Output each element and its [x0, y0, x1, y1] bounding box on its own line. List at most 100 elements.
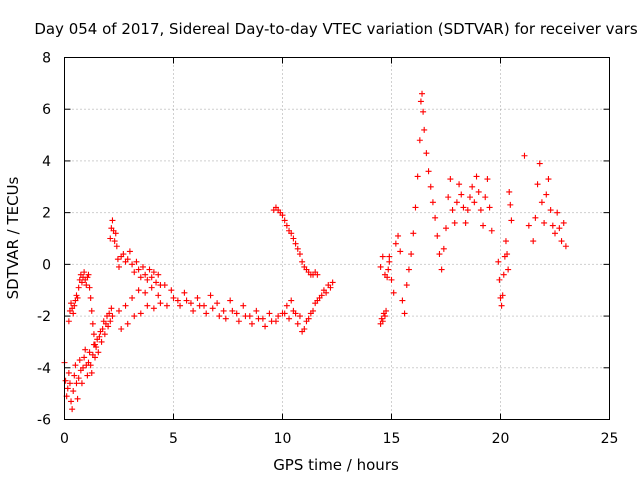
- data-point: [227, 297, 234, 304]
- data-point: [460, 204, 467, 211]
- data-point: [545, 176, 552, 183]
- data-point: [207, 292, 214, 299]
- data-point: [294, 245, 301, 252]
- data-point: [88, 307, 95, 314]
- data-point: [233, 310, 240, 317]
- data-point: [137, 274, 144, 281]
- data-point: [131, 269, 138, 276]
- data-point: [126, 248, 133, 255]
- data-point: [436, 251, 443, 258]
- x-tick-labels: 0 5 10 15 20 25: [60, 431, 618, 447]
- data-point: [504, 251, 511, 258]
- data-point: [283, 302, 290, 309]
- x-tick-label: 20: [492, 431, 510, 447]
- data-point: [378, 315, 385, 322]
- data-point: [500, 271, 507, 278]
- data-point: [279, 212, 286, 219]
- x-tick-label: 0: [60, 431, 69, 447]
- data-point: [458, 191, 465, 198]
- x-axis-label: GPS time / hours: [273, 456, 399, 474]
- data-point: [268, 318, 275, 325]
- x-tick-label: 25: [601, 431, 619, 447]
- data-point: [502, 238, 509, 245]
- data-point: [301, 326, 308, 332]
- data-point: [96, 333, 103, 340]
- series-band-10-12h: [281, 279, 336, 335]
- data-point: [83, 282, 90, 289]
- data-point: [480, 222, 487, 229]
- data-point: [81, 354, 88, 361]
- data-point: [242, 313, 249, 320]
- data-point: [209, 305, 216, 312]
- data-point: [421, 126, 428, 133]
- data-point: [383, 307, 390, 314]
- data-point: [150, 305, 157, 312]
- data-point: [530, 238, 537, 245]
- data-point: [118, 326, 125, 332]
- data-point: [456, 181, 463, 188]
- data-point: [547, 207, 554, 214]
- data-point: [255, 315, 262, 322]
- data-point: [438, 266, 445, 273]
- data-point: [78, 279, 85, 286]
- data-point: [85, 271, 92, 278]
- data-point: [131, 313, 138, 320]
- data-point: [443, 225, 449, 232]
- data-point: [399, 297, 406, 304]
- data-point: [397, 248, 404, 255]
- data-point: [475, 188, 482, 195]
- data-point: [69, 406, 76, 413]
- data-point: [495, 258, 502, 265]
- data-point: [541, 219, 548, 226]
- grid-lines: [64, 57, 610, 420]
- data-point: [262, 323, 269, 330]
- data-point: [144, 302, 151, 309]
- data-point: [181, 289, 188, 296]
- data-point: [62, 377, 69, 384]
- data-point: [414, 173, 421, 180]
- data-point: [92, 354, 99, 361]
- data-point: [78, 380, 85, 387]
- data-point: [521, 152, 528, 159]
- data-point: [388, 276, 395, 283]
- data-point: [196, 302, 203, 309]
- data-point: [87, 362, 94, 369]
- data-point: [484, 176, 491, 183]
- data-point: [107, 318, 114, 325]
- data-point: [65, 318, 72, 325]
- data-point: [390, 289, 397, 296]
- data-point: [419, 90, 426, 97]
- data-point: [99, 326, 106, 332]
- data-point: [543, 191, 550, 198]
- data-point: [410, 230, 417, 237]
- data-point: [86, 349, 93, 356]
- data-point: [89, 320, 96, 327]
- data-point: [281, 217, 288, 224]
- series-band-3-9h: [116, 282, 286, 332]
- data-point: [87, 294, 94, 301]
- data-point: [92, 341, 99, 348]
- y-tick-label: -6: [37, 413, 51, 429]
- data-point: [114, 256, 121, 263]
- data-point: [385, 266, 392, 273]
- data-point: [381, 313, 388, 320]
- series-early-spike: [65, 269, 99, 348]
- data-point: [168, 287, 175, 294]
- data-point: [170, 294, 177, 301]
- y-tick-label: 0: [42, 257, 51, 273]
- data-point: [113, 243, 120, 250]
- data-point: [71, 372, 78, 379]
- plot-frame: [64, 57, 610, 420]
- data-point: [116, 307, 122, 314]
- data-point: [144, 276, 151, 283]
- data-point: [403, 282, 410, 289]
- data-point: [266, 310, 273, 317]
- data-point: [84, 372, 91, 379]
- data-point: [379, 318, 386, 325]
- data-point: [76, 357, 83, 364]
- y-tick-label: -4: [37, 361, 51, 377]
- data-point: [124, 256, 131, 263]
- data-point: [294, 320, 301, 327]
- y-tick-label: 2: [42, 206, 51, 222]
